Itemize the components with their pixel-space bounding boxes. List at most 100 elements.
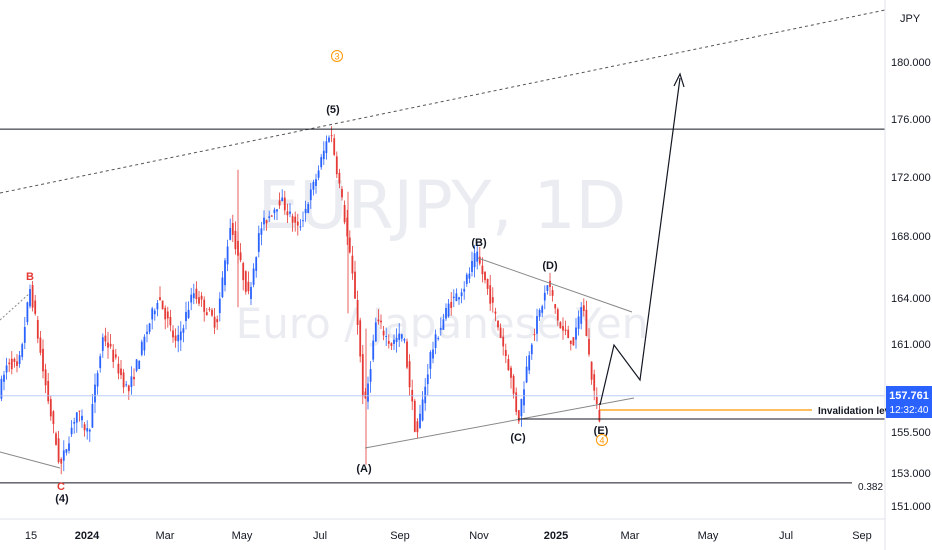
- candle-body: [528, 355, 531, 371]
- candle-body: [445, 308, 447, 319]
- left-dotted-line: [0, 292, 31, 321]
- candle-body: [424, 386, 427, 404]
- projection-arrowhead: [673, 72, 685, 88]
- candle-body: [577, 316, 580, 329]
- candle-body: [211, 309, 213, 316]
- candle-body: [109, 343, 112, 347]
- candle-body: [507, 359, 510, 371]
- candle-body: [133, 376, 135, 380]
- candle-body: [60, 458, 63, 464]
- candle-body: [395, 338, 398, 343]
- candle-body: [346, 217, 349, 237]
- candle-body: [203, 299, 206, 312]
- price-tag-countdown: 12:32:40: [890, 405, 929, 416]
- candle-body: [130, 376, 133, 387]
- candle-body: [515, 392, 518, 412]
- price-tick-label: 151.000: [891, 501, 931, 513]
- candle-body: [299, 226, 302, 228]
- candle-body: [309, 189, 312, 201]
- price-tick-label: 164.000: [891, 293, 931, 305]
- candle-body: [491, 297, 494, 303]
- candle-body: [455, 293, 458, 302]
- candle-body: [486, 278, 489, 289]
- time-tick-label: 15: [25, 530, 37, 542]
- candle-body: [268, 216, 271, 218]
- circle-label: 3: [334, 52, 339, 62]
- candle-body: [588, 338, 590, 355]
- candle-body: [530, 344, 533, 355]
- candle-body: [312, 181, 315, 190]
- candle-body: [356, 300, 359, 325]
- time-tick-label: Sep: [852, 530, 872, 542]
- candle-body: [429, 352, 432, 369]
- candle-body: [52, 411, 55, 425]
- candle-body: [242, 263, 245, 281]
- candle-body: [510, 367, 512, 378]
- candle-body: [177, 334, 180, 342]
- candle-body: [47, 380, 50, 402]
- candle-body: [497, 320, 499, 328]
- candle-body: [450, 301, 453, 308]
- candle-body: [517, 410, 520, 422]
- candle-body: [351, 255, 354, 274]
- candle-body: [216, 319, 219, 323]
- candle-body: [255, 257, 258, 271]
- candle-body: [270, 215, 273, 217]
- candle-body: [413, 400, 416, 432]
- candle-body: [499, 327, 502, 338]
- time-tick-label: Nov: [469, 530, 489, 542]
- candle-body: [320, 157, 323, 168]
- candle-body: [289, 211, 291, 214]
- candle-body: [296, 221, 299, 226]
- candle-body: [317, 170, 320, 178]
- candle-body: [213, 316, 216, 328]
- candle-body: [473, 253, 476, 268]
- candle-body: [572, 337, 575, 346]
- candle-body: [520, 398, 523, 417]
- candle-body: [315, 179, 317, 186]
- candle-body: [543, 292, 546, 301]
- candle-body: [421, 399, 424, 421]
- candle-body: [16, 361, 18, 366]
- candle-body: [166, 311, 169, 319]
- candle-body: [408, 361, 411, 388]
- candle-body: [523, 389, 525, 406]
- projection-path: [599, 77, 681, 406]
- candle-body: [107, 342, 109, 348]
- candle-body: [31, 285, 34, 308]
- candle-body: [99, 356, 102, 369]
- candle-body: [468, 273, 471, 279]
- price-axis[interactable]: 180.000 176.000 172.000 168.000 164.000 161.0…: [891, 57, 931, 513]
- candle-body: [398, 333, 401, 340]
- time-axis[interactable]: 15 2024 Mar May Jul Sep Nov 2025 Mar May Jul Sep: [25, 530, 872, 542]
- candle-body: [112, 349, 115, 362]
- candle-body: [458, 297, 460, 300]
- candle-body: [122, 372, 125, 388]
- candle-body: [88, 429, 91, 432]
- candle-body: [580, 307, 583, 324]
- candle-body: [372, 340, 375, 360]
- candle-body: [234, 230, 237, 250]
- candle-body: [195, 288, 198, 300]
- candle-body: [247, 281, 250, 292]
- candle-body: [562, 326, 564, 331]
- candle-body: [538, 309, 541, 317]
- candle-body: [68, 443, 70, 451]
- subtitle-watermark: Euro / Japanese Yen: [236, 299, 649, 348]
- candle-body: [361, 354, 364, 397]
- candle-body: [442, 319, 445, 330]
- candle-body: [512, 375, 515, 394]
- candle-body: [278, 200, 281, 206]
- candle-body: [174, 335, 177, 341]
- candle-body: [432, 349, 434, 359]
- wave-label: (D): [542, 260, 558, 272]
- wave-label: (B): [471, 237, 487, 249]
- candle-body: [5, 365, 8, 373]
- wave-label: (C): [510, 432, 526, 444]
- candle-body: [198, 297, 200, 304]
- candle-body: [551, 290, 554, 296]
- candle-body: [205, 312, 208, 316]
- candle-body: [101, 337, 104, 351]
- candle-body: [341, 189, 343, 198]
